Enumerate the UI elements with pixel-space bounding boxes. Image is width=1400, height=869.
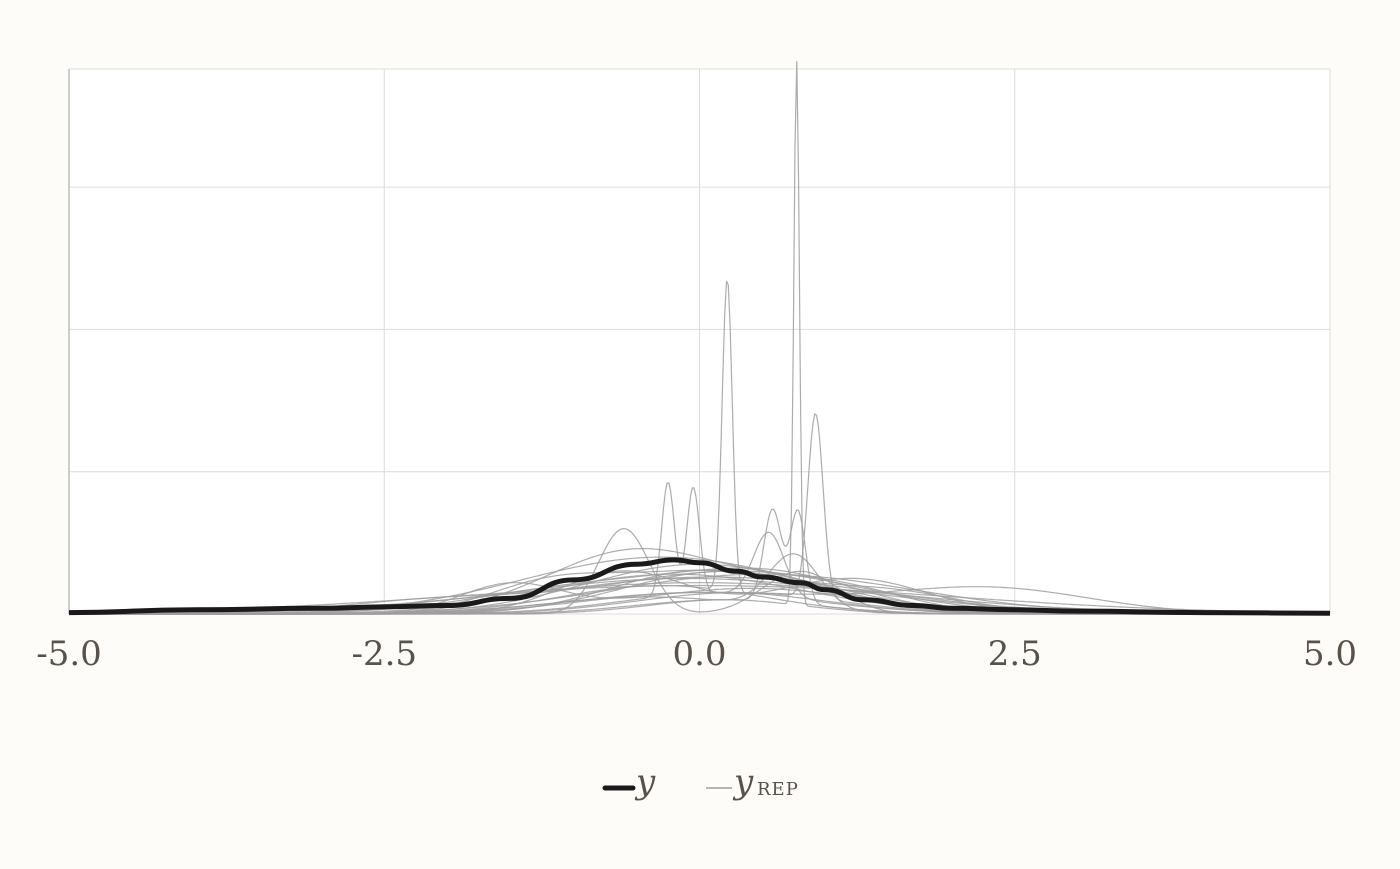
legend-label-observed: y (634, 762, 656, 802)
observed-layer (68, 557, 1331, 616)
x-tick-label: -5.0 (36, 634, 102, 674)
legend-label-replicates: y (732, 762, 754, 802)
x-tick-labels: -5.0 -2.5 0.0 2.5 5.0 (36, 634, 1357, 674)
x-tick-label: 0.0 (672, 634, 726, 674)
legend-label-replicates-sub: REP (757, 779, 799, 800)
observed-density-line (68, 557, 1331, 616)
x-tick-label: -2.5 (351, 634, 417, 674)
legend: y y REP (602, 762, 799, 802)
grid-layer (68, 68, 1331, 615)
x-tick-label: 5.0 (1303, 634, 1357, 674)
x-tick-label: 2.5 (988, 634, 1042, 674)
